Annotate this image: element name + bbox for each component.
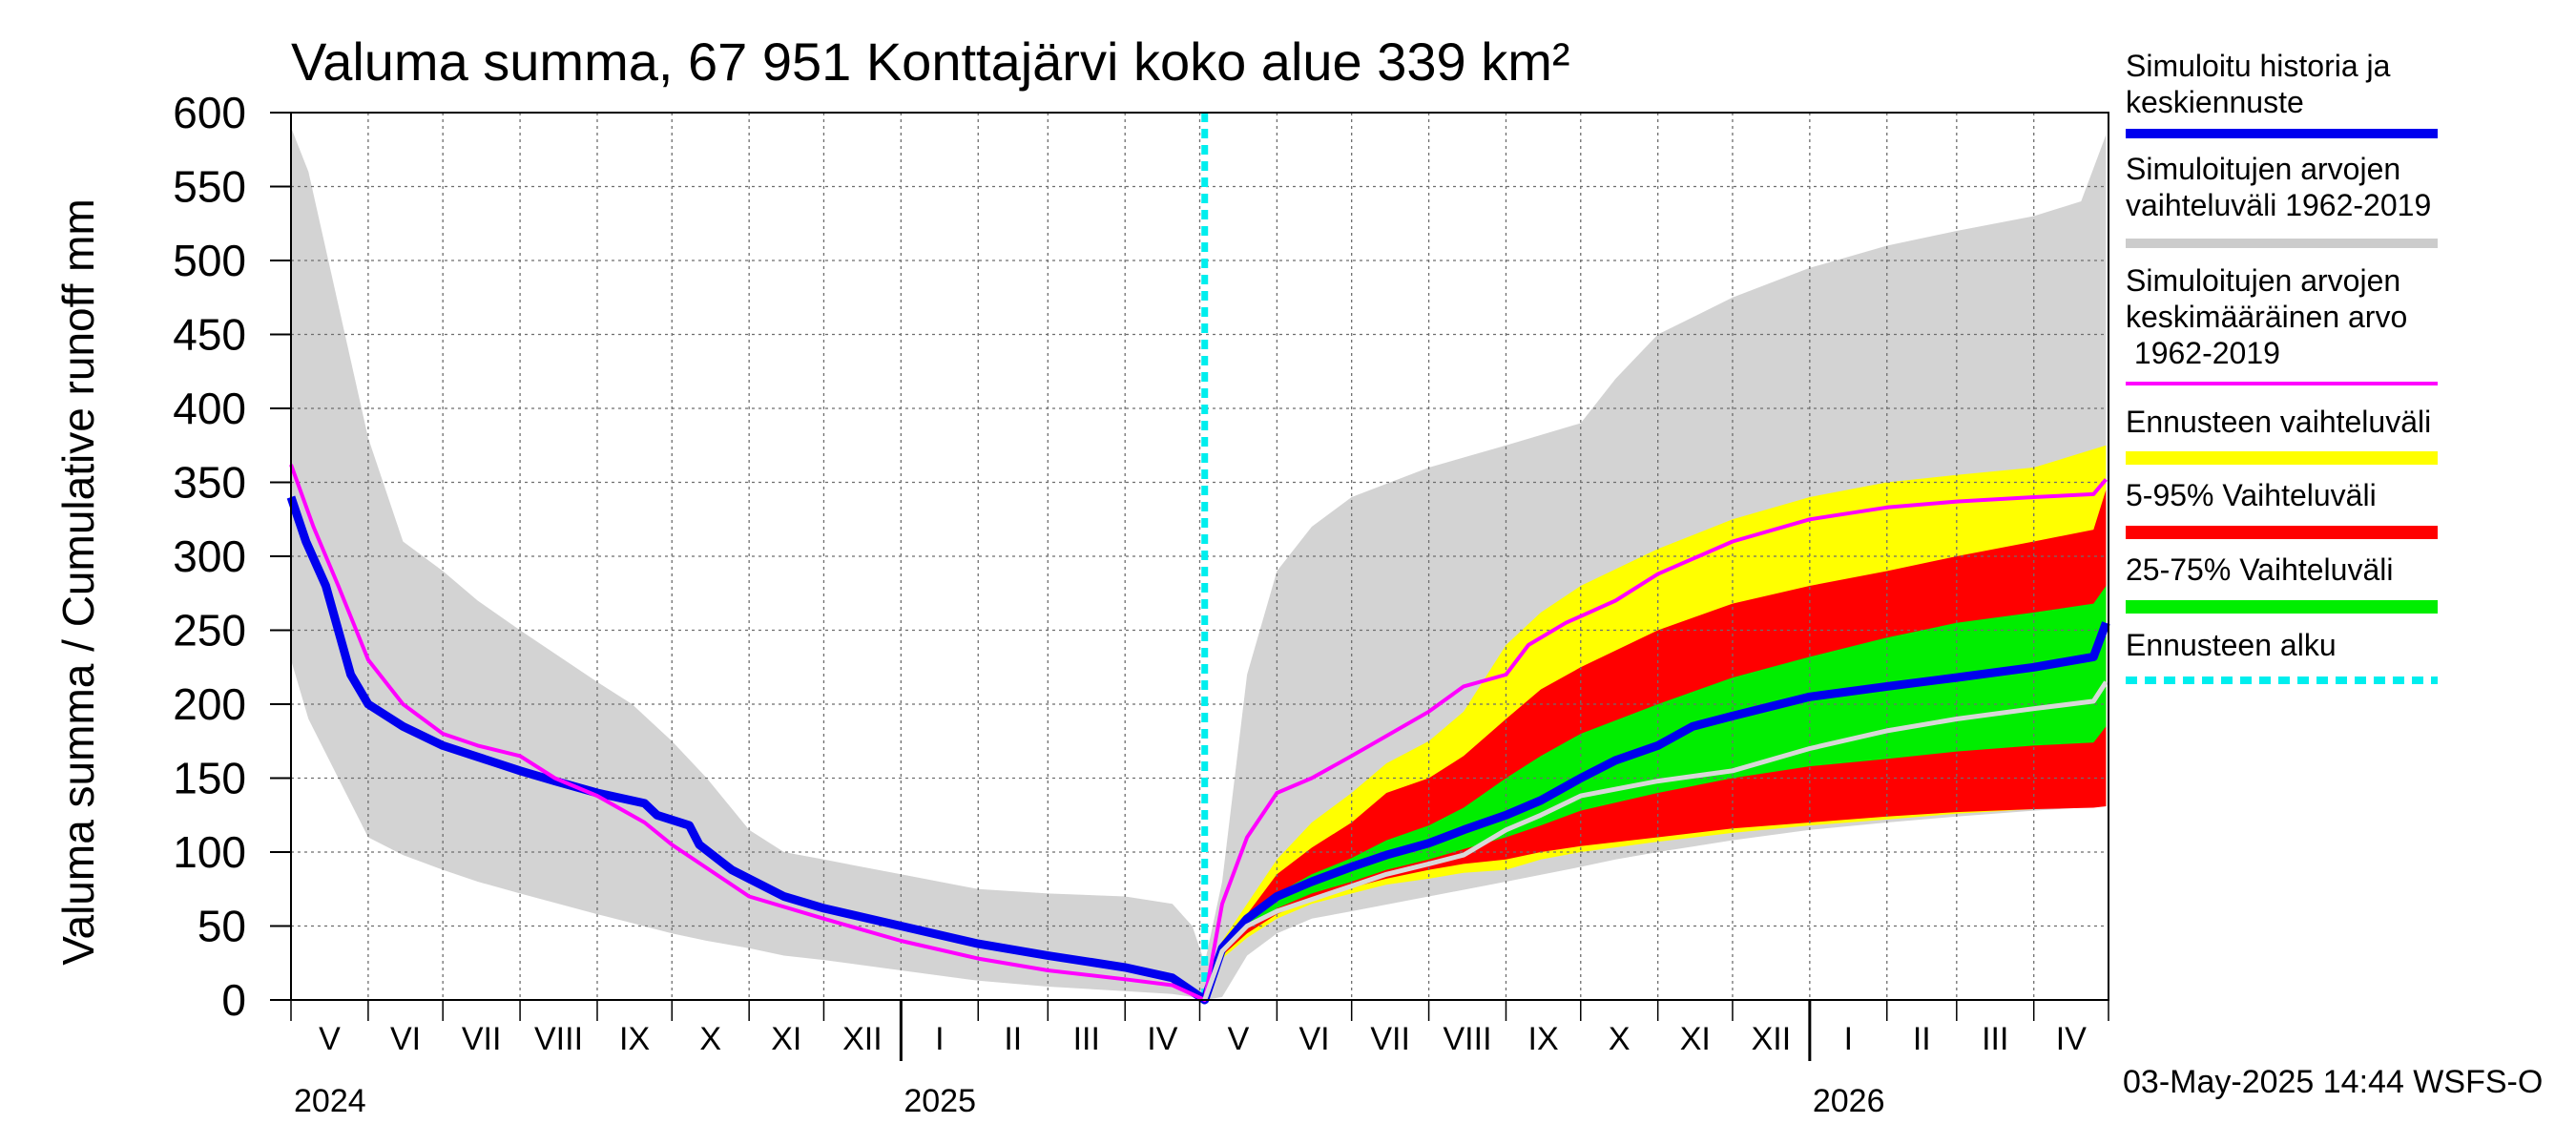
month-label-3: VIII [534, 1021, 583, 1057]
month-label-23: IV [2056, 1021, 2087, 1057]
year-label-2025: 2025 [904, 1083, 976, 1119]
y-tick-label-500: 500 [173, 236, 246, 285]
legend-label-6: Ennusteen alku [2126, 628, 2337, 662]
timestamp-label: 03-May-2025 14:44 WSFS-O [2123, 1064, 2543, 1100]
month-label-20: I [1844, 1021, 1853, 1057]
legend: Simuloitu historia ja keskiennuste Simuloi… [2126, 49, 2438, 684]
month-label-8: I [935, 1021, 944, 1057]
y-tick-label-0: 0 [221, 975, 246, 1025]
y-tick-label-200: 200 [173, 679, 246, 729]
y-axis-label: Valuma summa / Cumulative runoff mm [53, 198, 103, 966]
legend-label-2: Simuloitujen arvojen keskimääräinen arvo … [2126, 263, 2407, 370]
simulated-history-line [286, 495, 2110, 1005]
month-label-6: XI [771, 1021, 801, 1057]
month-label-13: VI [1298, 1021, 1329, 1057]
month-label-19: XII [1752, 1021, 1792, 1057]
y-tick-label-150: 150 [173, 754, 246, 803]
legend-label-0: Simuloitu historia ja keskiennuste [2126, 49, 2391, 119]
month-label-12: V [1228, 1021, 1250, 1057]
month-label-17: X [1609, 1021, 1631, 1057]
legend-label-5: 25-75% Vaihteluväli [2126, 552, 2393, 587]
y-tick-label-600: 600 [173, 88, 246, 137]
month-label-0: V [319, 1021, 341, 1057]
y-tick-label-450: 450 [173, 310, 246, 360]
month-label-16: IX [1528, 1021, 1559, 1057]
month-label-1: VI [390, 1021, 421, 1057]
month-label-22: III [1982, 1021, 2008, 1057]
chart-title: Valuma summa, 67 951 Konttajärvi koko al… [291, 31, 1570, 92]
month-label-21: II [1913, 1021, 1931, 1057]
month-label-18: XI [1680, 1021, 1711, 1057]
month-label-4: IX [619, 1021, 650, 1057]
y-tick-label-350: 350 [173, 458, 246, 508]
year-label-2026: 2026 [1813, 1083, 1885, 1119]
y-tick-label-100: 100 [173, 827, 246, 877]
y-tick-label-400: 400 [173, 384, 246, 433]
month-label-14: VII [1370, 1021, 1410, 1057]
y-axis: 0 50 100 150 200 250 300 350 400 450 500 550 600 [173, 88, 291, 1025]
month-label-2: VII [462, 1021, 502, 1057]
grid-layer [291, 113, 2109, 1000]
month-label-15: VIII [1444, 1021, 1492, 1057]
month-label-10: III [1073, 1021, 1100, 1057]
y-tick-label-250: 250 [173, 606, 246, 656]
month-label-7: XII [842, 1021, 883, 1057]
legend-label-4: 5-95% Vaihteluväli [2126, 478, 2377, 512]
month-label-11: IV [1147, 1021, 1177, 1057]
y-tick-label-550: 550 [173, 162, 246, 212]
legend-label-3: Ennusteen vaihteluväli [2126, 405, 2431, 439]
month-label-9: II [1004, 1021, 1022, 1057]
x-axis: V VI VII VIII IX X XI XII I II III IV V VI VII VIII IX X X… [290, 999, 2109, 1119]
plot-area [286, 112, 2110, 1005]
y-tick-label-300: 300 [173, 531, 246, 581]
legend-label-1: Simuloitujen arvojen vaihteluväli 1962-20… [2126, 152, 2431, 222]
year-label-2024: 2024 [294, 1083, 366, 1119]
forecast-median-line [1202, 680, 2109, 1001]
y-tick-label-50: 50 [197, 902, 246, 951]
month-label-5: X [699, 1021, 721, 1057]
